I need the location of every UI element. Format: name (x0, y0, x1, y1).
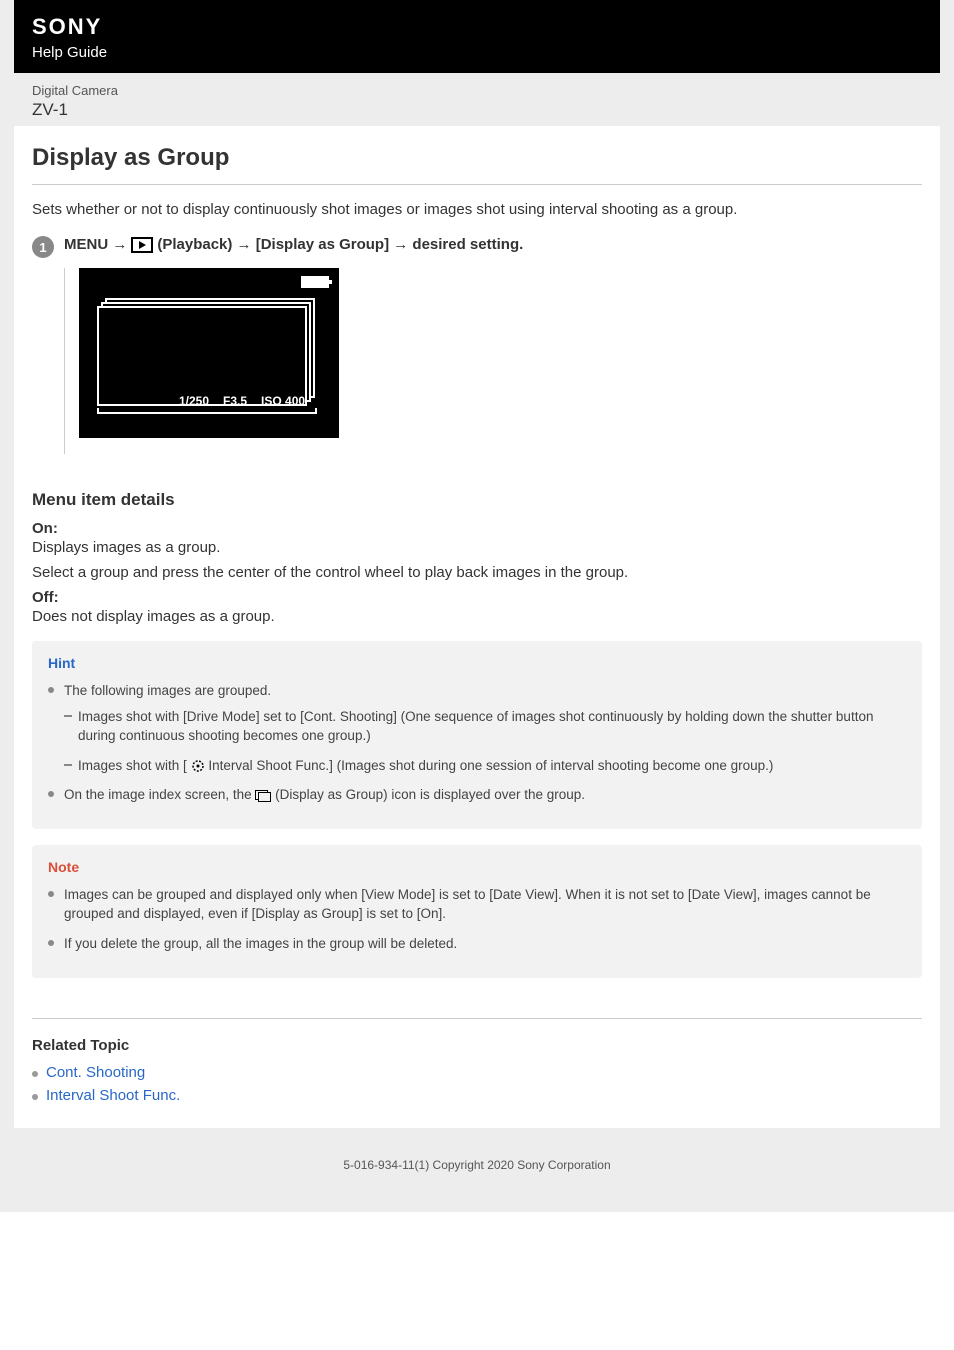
note-item-2: If you delete the group, all the images … (48, 934, 906, 954)
camera-screenshot: 1/250 F3.5 ISO 400 (79, 268, 339, 438)
hint-item-2: On the image index screen, the (Display … (48, 785, 906, 805)
hint-sub-2: Images shot with [ Interval Shoot Func.]… (64, 756, 906, 776)
product-model: ZV-1 (32, 100, 922, 120)
note-title: Note (48, 859, 906, 875)
product-line: Digital Camera (32, 83, 922, 98)
hint-item-1: The following images are grouped. Images… (48, 681, 906, 775)
step-1-row: 1 MENU → (Playback) → [Display as Group]… (32, 236, 922, 258)
interval-icon (191, 759, 205, 773)
footer-divider (32, 1018, 922, 1019)
related-item-2: Interval Shoot Func. (32, 1087, 922, 1104)
note-item-1: Images can be grouped and displayed only… (48, 885, 906, 924)
brand-logo: SONY (32, 14, 922, 40)
related-list: Cont. Shooting Interval Shoot Func. (32, 1064, 922, 1104)
hint-sub-1: Images shot with [Drive Mode] set to [Co… (64, 707, 906, 746)
related-heading: Related Topic (32, 1037, 922, 1054)
hint-callout: Hint The following images are grouped. I… (32, 641, 922, 829)
playback-icon (131, 237, 153, 253)
hint-sub2-prefix: Images shot with [ (78, 758, 191, 773)
image-stack (97, 298, 317, 408)
menu-path: (Playback) → [Display as Group] → desire… (157, 236, 523, 253)
step-number-badge: 1 (32, 236, 54, 258)
title-divider (32, 184, 922, 185)
page-container: SONY Help Guide Digital Camera ZV-1 Disp… (0, 0, 954, 1212)
exif-iso: ISO 400 (261, 394, 305, 408)
exif-info: 1/250 F3.5 ISO 400 (179, 394, 305, 408)
exif-aperture: F3.5 (223, 394, 247, 408)
product-info: Digital Camera ZV-1 (14, 73, 940, 126)
exif-shutter: 1/250 (179, 394, 209, 408)
menu-details-heading: Menu item details (32, 490, 922, 510)
option-off-label: Off: (32, 589, 922, 606)
step-instruction: MENU → (Playback) → [Display as Group] →… (64, 236, 523, 253)
related-link-interval[interactable]: Interval Shoot Func. (46, 1087, 180, 1104)
note-list: Images can be grouped and displayed only… (48, 885, 906, 954)
hint-list: The following images are grouped. Images… (48, 681, 906, 805)
option-on-line2: Select a group and press the center of t… (32, 564, 922, 581)
hint-sublist: Images shot with [Drive Mode] set to [Co… (64, 707, 906, 776)
menu-prefix: MENU → (64, 236, 127, 253)
hint-item2-prefix: On the image index screen, the (64, 787, 255, 802)
content-area: Display as Group Sets whether or not to … (14, 126, 940, 1128)
header-bar: SONY Help Guide (14, 0, 940, 73)
related-item-1: Cont. Shooting (32, 1064, 922, 1081)
option-on-line1: Displays images as a group. (32, 539, 922, 556)
timeline-bar (97, 410, 315, 414)
group-icon (255, 790, 271, 802)
hint-item-1-text: The following images are grouped. (64, 683, 271, 698)
option-off-line1: Does not display images as a group. (32, 608, 922, 625)
timeline-tick-right (315, 408, 317, 414)
note-callout: Note Images can be grouped and displayed… (32, 845, 922, 978)
intro-text: Sets whether or not to display continuou… (32, 201, 922, 218)
hint-item2-suffix: (Display as Group) icon is displayed ove… (275, 787, 585, 802)
hint-title: Hint (48, 655, 906, 671)
step-body: 1/250 F3.5 ISO 400 (64, 268, 922, 454)
option-on-label: On: (32, 520, 922, 537)
battery-fill (302, 277, 328, 287)
copyright-footer: 5-016-934-11(1) Copyright 2020 Sony Corp… (0, 1128, 954, 1212)
related-link-cont-shooting[interactable]: Cont. Shooting (46, 1064, 145, 1081)
stack-card-3 (97, 306, 307, 406)
page-title: Display as Group (32, 144, 922, 172)
timeline-tick-left (97, 408, 99, 414)
hint-sub2-suffix: Interval Shoot Func.] (Images shot durin… (208, 758, 773, 773)
help-guide-label: Help Guide (32, 44, 922, 61)
battery-icon (301, 276, 329, 288)
